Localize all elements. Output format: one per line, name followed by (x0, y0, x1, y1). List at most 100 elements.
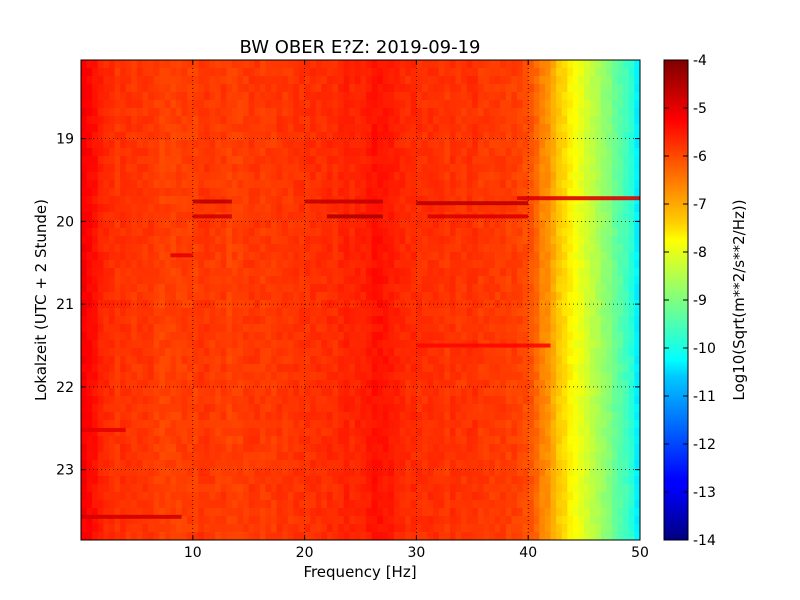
heatmap-cell (332, 252, 339, 261)
heatmap-cell (136, 412, 144, 421)
heatmap-cell (399, 228, 406, 237)
heatmap-cell (427, 332, 434, 341)
heatmap-cell (209, 276, 216, 285)
heatmap-cell (421, 156, 429, 165)
heatmap-cell (494, 396, 501, 405)
heatmap-cell (142, 428, 149, 437)
heatmap-cell (282, 484, 289, 493)
heatmap-cell (343, 524, 350, 533)
heatmap-cell (131, 452, 138, 461)
heatmap-cell (315, 68, 322, 77)
heatmap-cell (517, 324, 524, 333)
heatmap-cell (354, 204, 362, 213)
heatmap-cell (299, 492, 306, 501)
heatmap-cell (293, 196, 300, 205)
heatmap-cell (343, 412, 350, 421)
heatmap-cell (455, 404, 462, 413)
heatmap-cell (500, 84, 507, 93)
heatmap-cell (192, 180, 199, 189)
heatmap-cell (343, 92, 350, 101)
heatmap-cell (394, 412, 401, 421)
heatmap-cell (203, 508, 211, 517)
heatmap-cell (203, 324, 211, 333)
heatmap-cell (517, 428, 524, 437)
heatmap-cell (505, 324, 513, 333)
heatmap-cell (394, 84, 401, 93)
heatmap-cell (500, 524, 507, 533)
heatmap-cell (131, 268, 138, 277)
heatmap-cell (153, 236, 160, 245)
heatmap-cell (142, 244, 149, 253)
heatmap-cell (394, 420, 401, 429)
heatmap-cell (427, 516, 434, 525)
heatmap-cell (360, 292, 367, 301)
heatmap-cell (276, 332, 283, 341)
heatmap-cell (265, 284, 272, 293)
heatmap-cell (176, 132, 183, 141)
heatmap-cell (276, 412, 283, 421)
heatmap-cell (427, 452, 434, 461)
heatmap-cell (198, 76, 205, 85)
heatmap-cell (500, 468, 507, 477)
heatmap-cell (338, 492, 345, 501)
heatmap-cell (505, 260, 513, 269)
heatmap-cell (505, 68, 513, 77)
heatmap-cell (528, 92, 535, 101)
heatmap-cell (259, 268, 267, 277)
heatmap-cell (164, 380, 172, 389)
heatmap-cell (237, 532, 244, 540)
heatmap-cell (433, 116, 440, 125)
heatmap-cell (293, 412, 300, 421)
heatmap-cell (136, 204, 144, 213)
heatmap-cell (427, 476, 434, 485)
heatmap-cell (176, 420, 183, 429)
heatmap-cell (226, 116, 233, 125)
heatmap-cell (259, 476, 267, 485)
heatmap-cell (416, 492, 423, 501)
heatmap-cell (81, 284, 88, 293)
heatmap-cell (276, 364, 283, 373)
heatmap-cell (528, 100, 535, 109)
heatmap-cell (282, 276, 289, 285)
heatmap-cell (310, 316, 317, 325)
heatmap-cell (181, 180, 188, 189)
heatmap-cell (282, 420, 289, 429)
heatmap-cell (399, 244, 406, 253)
heatmap-cell (226, 124, 233, 133)
heatmap-cell (326, 172, 334, 181)
heatmap-cell (472, 484, 479, 493)
heatmap-cell (159, 460, 166, 469)
heatmap-cell (421, 76, 429, 85)
heatmap-cell (209, 436, 216, 445)
heatmap-cell (148, 140, 155, 149)
heatmap-cell (304, 188, 311, 197)
heatmap-cell (243, 244, 250, 253)
heatmap-cell (181, 404, 188, 413)
heatmap-cell (282, 380, 289, 389)
heatmap-cell (472, 196, 479, 205)
heatmap-cell (231, 444, 239, 453)
heatmap-cell (209, 116, 216, 125)
heatmap-cell (371, 460, 378, 469)
heatmap-cell (321, 348, 328, 357)
heatmap-cell (164, 324, 172, 333)
heatmap-cell (282, 460, 289, 469)
heatmap-cell (153, 452, 160, 461)
heatmap-cell (287, 356, 295, 365)
heatmap-cell (449, 332, 457, 341)
heatmap-cell (176, 276, 183, 285)
heatmap-cell (103, 164, 110, 173)
heatmap-cell (226, 148, 233, 157)
heatmap-cell (259, 468, 267, 477)
heatmap-cell (237, 92, 244, 101)
heatmap-cell (108, 308, 116, 317)
heatmap-cell (472, 436, 479, 445)
heatmap-cell (517, 444, 524, 453)
heatmap-cell (455, 84, 462, 93)
heatmap-cell (237, 156, 244, 165)
heatmap-cell (293, 396, 300, 405)
heatmap-cell (410, 332, 417, 341)
heatmap-cell (399, 396, 406, 405)
heatmap-cell (159, 332, 166, 341)
heatmap-cell (153, 116, 160, 125)
